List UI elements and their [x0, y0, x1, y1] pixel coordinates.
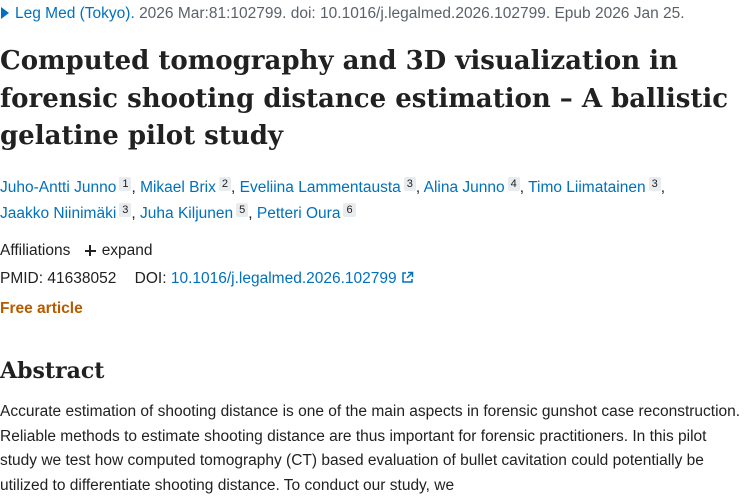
affiliation-number[interactable]: 3: [119, 203, 132, 217]
identifiers-row: PMID: 41638052 DOI: 10.1016/j.legalmed.2…: [0, 268, 414, 290]
affiliation-number[interactable]: 5: [236, 203, 249, 217]
doi-link[interactable]: 10.1016/j.legalmed.2026.102799: [171, 270, 414, 287]
author-link[interactable]: Alina Junno: [423, 179, 505, 196]
affiliations-label: Affiliations: [0, 242, 71, 259]
author-separator: ,: [519, 179, 525, 196]
author-link[interactable]: Petteri Oura: [256, 205, 341, 222]
author-item: Juha Kiljunen 5,: [140, 203, 253, 222]
plus-icon: [84, 245, 96, 256]
free-article-badge: Free article: [0, 300, 83, 317]
author-link[interactable]: Juha Kiljunen: [140, 205, 234, 222]
citation-line: Leg Med (Tokyo). 2026 Mar:81:102799. doi…: [0, 3, 750, 25]
author-separator: ,: [131, 205, 136, 222]
pmid-value: 41638052: [47, 270, 117, 287]
author-item: Eveliina Lammentausta 3,: [239, 177, 421, 196]
pmid-label: PMID:: [0, 270, 44, 287]
author-separator: ,: [660, 179, 666, 196]
author-separator: ,: [231, 179, 236, 196]
abstract-heading: Abstract: [0, 358, 105, 384]
author-separator: ,: [248, 205, 253, 222]
author-item: Petteri Oura 6: [256, 203, 356, 222]
author-item: Jaakko Niinimäki 3,: [0, 203, 136, 222]
author-link[interactable]: Timo Liimatainen: [528, 179, 646, 196]
external-link-icon: [401, 271, 413, 283]
author-separator: ,: [415, 179, 421, 196]
citation-details: 2026 Mar:81:102799. doi: 10.1016/j.legal…: [139, 5, 685, 22]
affiliation-number[interactable]: 3: [403, 177, 416, 191]
author-item: Mikael Brix 2,: [140, 177, 236, 196]
author-list: Juho-Antti Junno 1, Mikael Brix 2, Eveliin…: [0, 175, 745, 227]
affiliations-row: Affiliations expand: [0, 240, 153, 262]
affiliations-expand-button[interactable]: expand: [84, 242, 153, 259]
affiliation-number[interactable]: 4: [507, 177, 520, 191]
expand-label: expand: [101, 242, 153, 259]
author-link[interactable]: Juho-Antti Junno: [0, 179, 117, 196]
abstract-text: Accurate estimation of shooting distance…: [0, 403, 741, 494]
doi-label: DOI:: [134, 270, 167, 287]
affiliation-number[interactable]: 1: [119, 177, 132, 191]
journal-link[interactable]: Leg Med (Tokyo).: [15, 5, 135, 22]
author-separator: ,: [131, 179, 136, 196]
article-title: Computed tomography and 3D visualization…: [0, 46, 729, 151]
doi-value: 10.1016/j.legalmed.2026.102799: [170, 270, 397, 287]
affiliation-number[interactable]: 3: [648, 177, 661, 191]
author-link[interactable]: Eveliina Lammentausta: [239, 179, 401, 196]
affiliation-number[interactable]: 6: [343, 203, 356, 217]
author-item: Juho-Antti Junno 1,: [0, 177, 136, 196]
author-item: Alina Junno 4,: [423, 177, 525, 196]
triangle-right-icon[interactable]: [1, 7, 9, 19]
author-link[interactable]: Jaakko Niinimäki: [0, 205, 117, 222]
author-link[interactable]: Mikael Brix: [140, 179, 216, 196]
affiliation-number[interactable]: 2: [218, 177, 231, 191]
author-item: Timo Liimatainen 3,: [528, 177, 666, 196]
